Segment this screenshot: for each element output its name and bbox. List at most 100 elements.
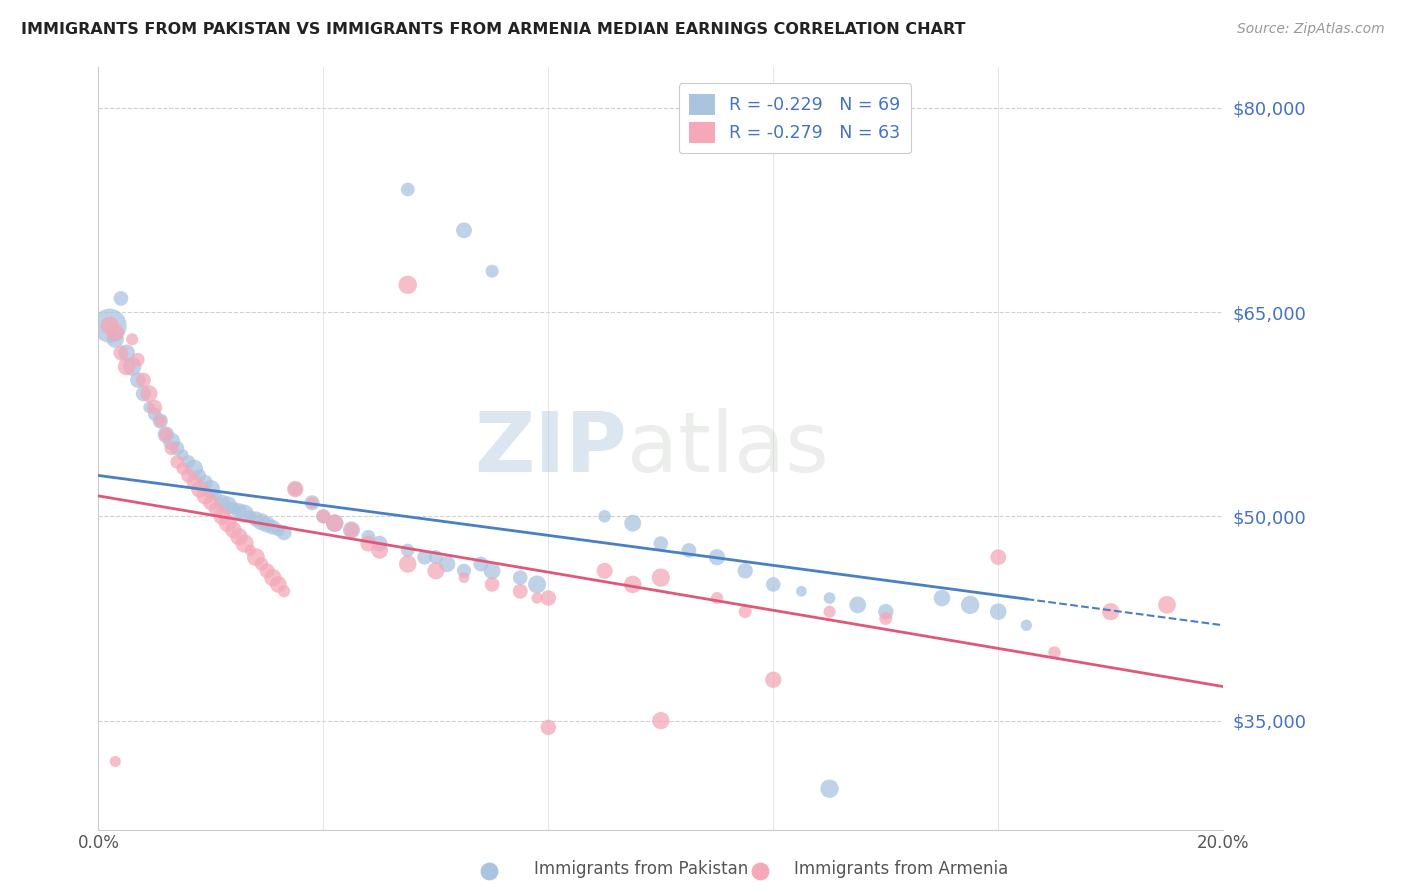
Point bbox=[166, 442, 188, 455]
Point bbox=[748, 863, 770, 878]
Point bbox=[537, 720, 560, 734]
Point bbox=[200, 482, 222, 496]
Point bbox=[818, 605, 841, 619]
Point bbox=[323, 516, 346, 530]
Point bbox=[104, 755, 127, 769]
Point bbox=[121, 332, 143, 346]
Point bbox=[425, 564, 447, 578]
Point bbox=[284, 482, 307, 496]
Point bbox=[678, 543, 700, 558]
Text: Immigrants from Pakistan: Immigrants from Pakistan bbox=[534, 860, 748, 878]
Point bbox=[478, 863, 501, 878]
Point bbox=[245, 512, 267, 526]
Point bbox=[818, 781, 841, 796]
Point bbox=[621, 577, 644, 591]
Point bbox=[177, 468, 200, 483]
Legend: R = -0.229   N = 69, R = -0.279   N = 63: R = -0.229 N = 69, R = -0.279 N = 63 bbox=[679, 83, 911, 153]
Point bbox=[301, 496, 323, 510]
Point bbox=[256, 517, 278, 532]
Point bbox=[228, 530, 250, 544]
Point bbox=[98, 318, 121, 333]
Point bbox=[453, 571, 475, 585]
Point bbox=[262, 520, 284, 534]
Point bbox=[110, 346, 132, 360]
Point bbox=[138, 401, 160, 415]
Point bbox=[931, 591, 953, 605]
Point bbox=[149, 414, 172, 428]
Point bbox=[222, 501, 245, 516]
Point bbox=[323, 516, 346, 530]
Point bbox=[211, 496, 233, 510]
Point bbox=[188, 468, 211, 483]
Point bbox=[526, 577, 548, 591]
Point bbox=[250, 515, 273, 529]
Point bbox=[245, 550, 267, 565]
Point bbox=[127, 352, 149, 367]
Point bbox=[368, 543, 391, 558]
Text: Immigrants from Armenia: Immigrants from Armenia bbox=[794, 860, 1008, 878]
Point bbox=[110, 292, 132, 306]
Point bbox=[526, 591, 548, 605]
Point bbox=[357, 536, 380, 550]
Point bbox=[211, 509, 233, 524]
Point bbox=[818, 591, 841, 605]
Point bbox=[262, 571, 284, 585]
Text: Source: ZipAtlas.com: Source: ZipAtlas.com bbox=[1237, 22, 1385, 37]
Point bbox=[205, 489, 228, 503]
Point bbox=[98, 318, 121, 333]
Point bbox=[537, 591, 560, 605]
Point bbox=[875, 605, 897, 619]
Point bbox=[1156, 598, 1178, 612]
Point bbox=[267, 577, 290, 591]
Point bbox=[267, 523, 290, 537]
Point bbox=[104, 326, 127, 340]
Text: atlas: atlas bbox=[627, 408, 828, 489]
Point bbox=[312, 509, 335, 524]
Point bbox=[987, 550, 1010, 565]
Point bbox=[132, 386, 155, 401]
Point bbox=[706, 550, 728, 565]
Point bbox=[172, 448, 194, 462]
Point bbox=[155, 427, 177, 442]
Point bbox=[425, 550, 447, 565]
Point bbox=[121, 359, 143, 374]
Point bbox=[340, 523, 363, 537]
Point bbox=[217, 516, 239, 530]
Point bbox=[104, 332, 127, 346]
Point bbox=[228, 504, 250, 518]
Point bbox=[762, 577, 785, 591]
Point bbox=[166, 455, 188, 469]
Point bbox=[621, 516, 644, 530]
Point bbox=[200, 496, 222, 510]
Point bbox=[301, 496, 323, 510]
Point bbox=[593, 564, 616, 578]
Point bbox=[205, 502, 228, 516]
Point bbox=[413, 550, 436, 565]
Point bbox=[650, 536, 672, 550]
Point bbox=[115, 359, 138, 374]
Point bbox=[959, 598, 981, 612]
Point bbox=[160, 434, 183, 449]
Point bbox=[706, 591, 728, 605]
Point bbox=[453, 223, 475, 237]
Point bbox=[734, 564, 756, 578]
Point bbox=[256, 564, 278, 578]
Point bbox=[127, 373, 149, 387]
Point bbox=[143, 401, 166, 415]
Point bbox=[239, 509, 262, 524]
Point bbox=[481, 577, 503, 591]
Point bbox=[222, 523, 245, 537]
Point bbox=[453, 564, 475, 578]
Text: ZIP: ZIP bbox=[475, 408, 627, 489]
Point bbox=[650, 571, 672, 585]
Point bbox=[217, 499, 239, 513]
Point bbox=[357, 530, 380, 544]
Point bbox=[762, 673, 785, 687]
Point bbox=[481, 264, 503, 278]
Point bbox=[160, 442, 183, 455]
Point bbox=[149, 414, 172, 428]
Point bbox=[396, 182, 419, 196]
Point bbox=[436, 557, 458, 571]
Point bbox=[470, 557, 492, 571]
Point bbox=[233, 507, 256, 521]
